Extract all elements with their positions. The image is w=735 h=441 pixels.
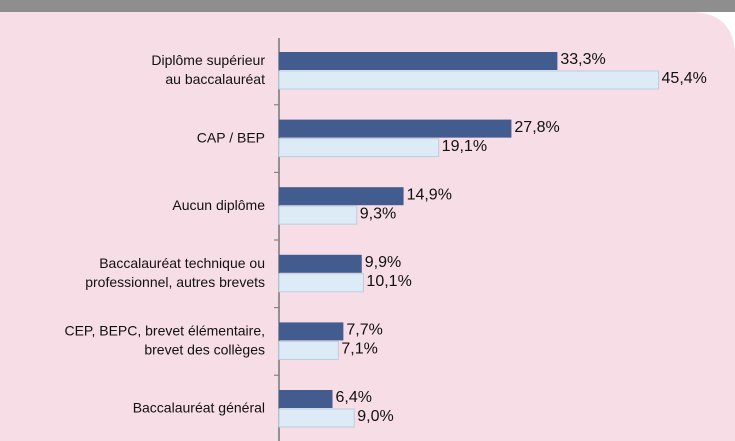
header-band [0, 0, 735, 12]
value-label: 19,1% [442, 138, 487, 155]
value-label: 9,3% [360, 205, 396, 222]
bar [279, 52, 558, 70]
category-label: CAP / BEP [197, 129, 265, 145]
bar [279, 187, 404, 206]
bar [279, 322, 344, 341]
category-label: au baccalauréat [165, 71, 265, 87]
value-label: 9,9% [365, 254, 401, 271]
plot-background [0, 12, 735, 441]
category-label: Diplôme supérieur [151, 52, 265, 68]
category-label: brevet des collèges [144, 342, 265, 358]
category-label: Baccalauréat technique ou [99, 255, 265, 271]
bar [279, 390, 333, 408]
bar [278, 70, 660, 90]
bar [278, 205, 358, 225]
value-label: 14,9% [407, 186, 452, 203]
value-label: 7,1% [341, 341, 377, 358]
value-label: 45,4% [662, 70, 707, 87]
bar [278, 138, 440, 158]
bar [278, 273, 364, 293]
bar [279, 254, 362, 273]
category-label: Aucun diplôme [172, 197, 265, 213]
bar [278, 408, 355, 428]
value-label: 6,4% [336, 389, 372, 406]
value-label: 33,3% [560, 51, 605, 68]
value-label: 27,8% [514, 119, 559, 136]
category-label: professionnel, autres brevets [85, 274, 265, 290]
value-label: 7,7% [346, 322, 382, 339]
category-label: CEP, BEPC, brevet élémentaire, [64, 323, 265, 339]
category-label: Baccalauréat général [133, 400, 265, 416]
bar [279, 119, 512, 138]
bar [278, 340, 339, 360]
value-label: 10,1% [366, 273, 411, 290]
value-label: 9,0% [357, 408, 393, 425]
